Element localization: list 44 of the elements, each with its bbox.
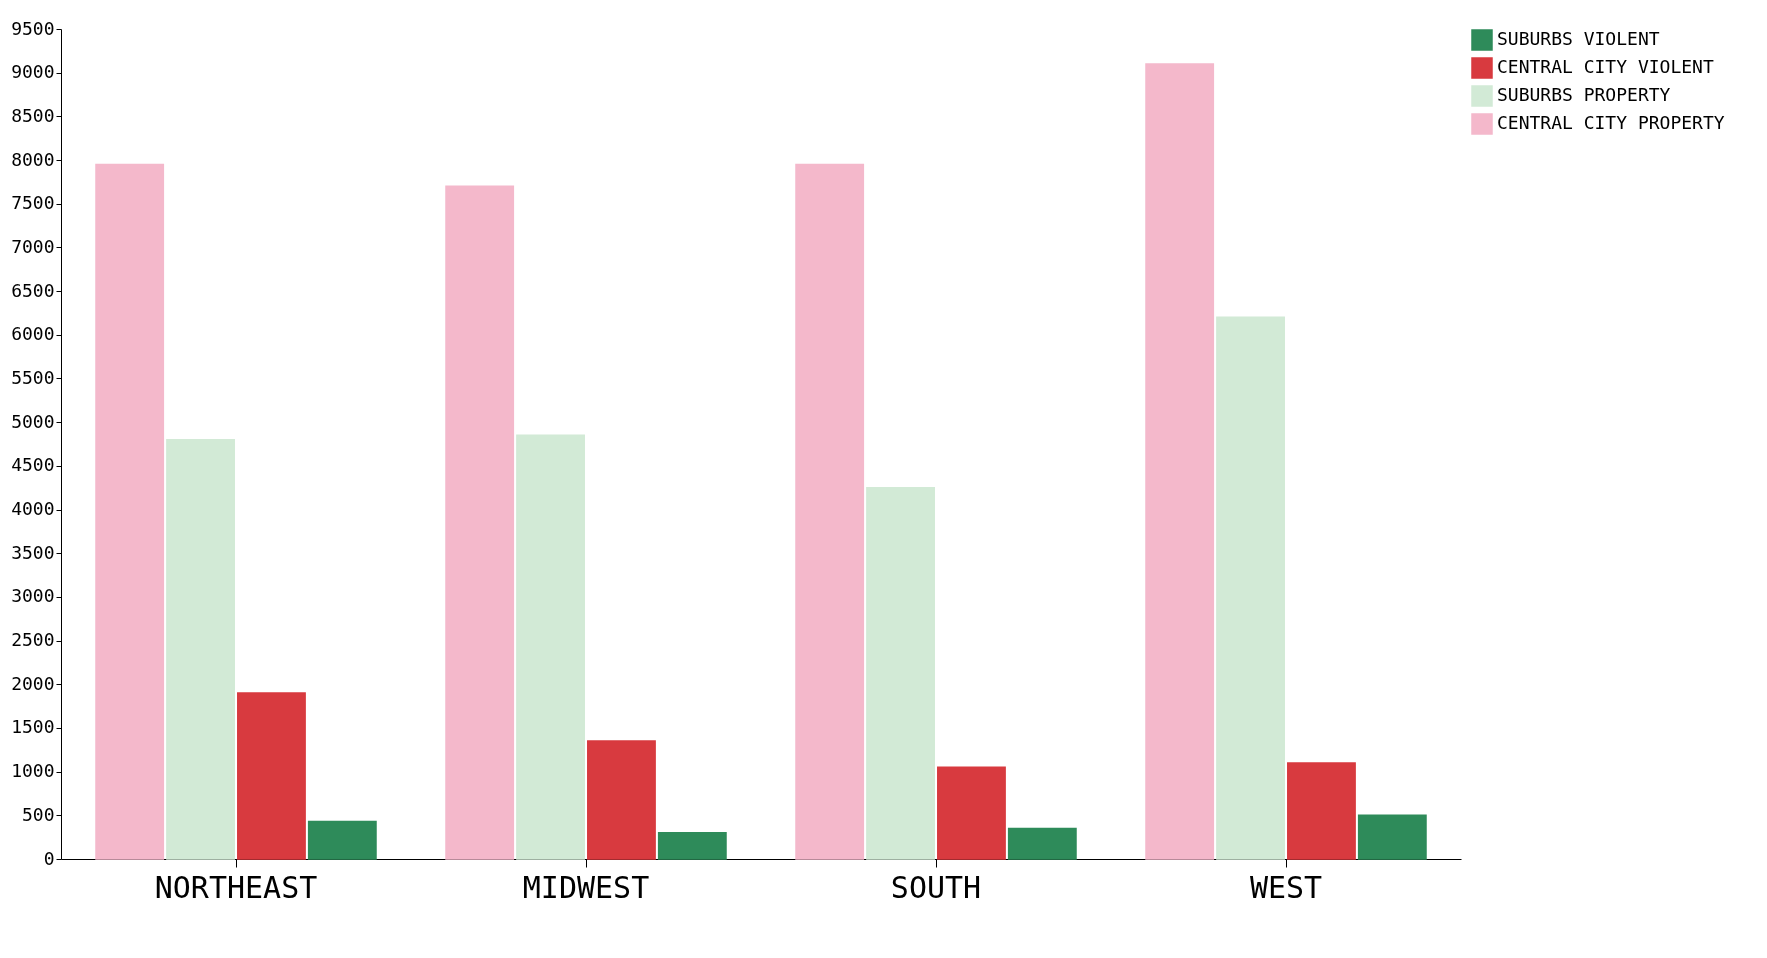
bar [95, 163, 165, 860]
y-tick-label: 8500 [11, 104, 55, 126]
y-tick-label: 1500 [11, 716, 55, 738]
y-tick-label: 9000 [11, 61, 55, 83]
y-tick-label: 500 [21, 803, 55, 825]
legend-label: SUBURBS PROPERTY [1497, 84, 1671, 105]
bar [166, 438, 235, 860]
y-tick-label: 2500 [11, 629, 55, 651]
y-tick-label: 3500 [11, 541, 55, 563]
bar [866, 486, 935, 860]
y-tick-label: 0 [43, 847, 55, 869]
y-tick-label: 3000 [11, 585, 55, 607]
bar [237, 692, 306, 860]
y-tick-label: 4500 [11, 454, 55, 476]
y-tick-label: 7000 [11, 235, 55, 257]
bar [657, 832, 727, 860]
bar [1287, 762, 1356, 860]
legend-label: SUBURBS VIOLENT [1497, 28, 1660, 49]
y-tick-label: 7500 [11, 192, 55, 214]
bar [795, 163, 865, 860]
bar [516, 434, 585, 860]
x-tick-label: MIDWEST [522, 869, 650, 905]
y-tick-label: 8000 [11, 148, 55, 170]
y-tick-label: 2000 [11, 672, 55, 694]
y-tick-label: 6000 [11, 323, 55, 345]
y-tick-label: 9500 [11, 17, 55, 39]
y-tick-label: 4000 [11, 498, 55, 520]
bar [1357, 814, 1427, 860]
bar [937, 766, 1006, 860]
bar [1007, 827, 1077, 860]
y-tick-label: 6500 [11, 279, 55, 301]
bar [1216, 316, 1285, 860]
bar [1145, 63, 1215, 860]
y-tick-label: 5500 [11, 366, 55, 388]
x-tick-label: NORTHEAST [154, 869, 318, 905]
legend-label: CENTRAL CITY PROPERTY [1497, 112, 1725, 133]
bar [307, 820, 377, 860]
legend-label: CENTRAL CITY VIOLENT [1497, 56, 1714, 77]
bar [445, 185, 515, 860]
y-tick-label: 1000 [11, 760, 55, 782]
x-tick-label: SOUTH [890, 869, 982, 905]
bar [587, 740, 656, 860]
x-tick-label: WEST [1249, 869, 1323, 905]
y-tick-label: 5000 [11, 410, 55, 432]
